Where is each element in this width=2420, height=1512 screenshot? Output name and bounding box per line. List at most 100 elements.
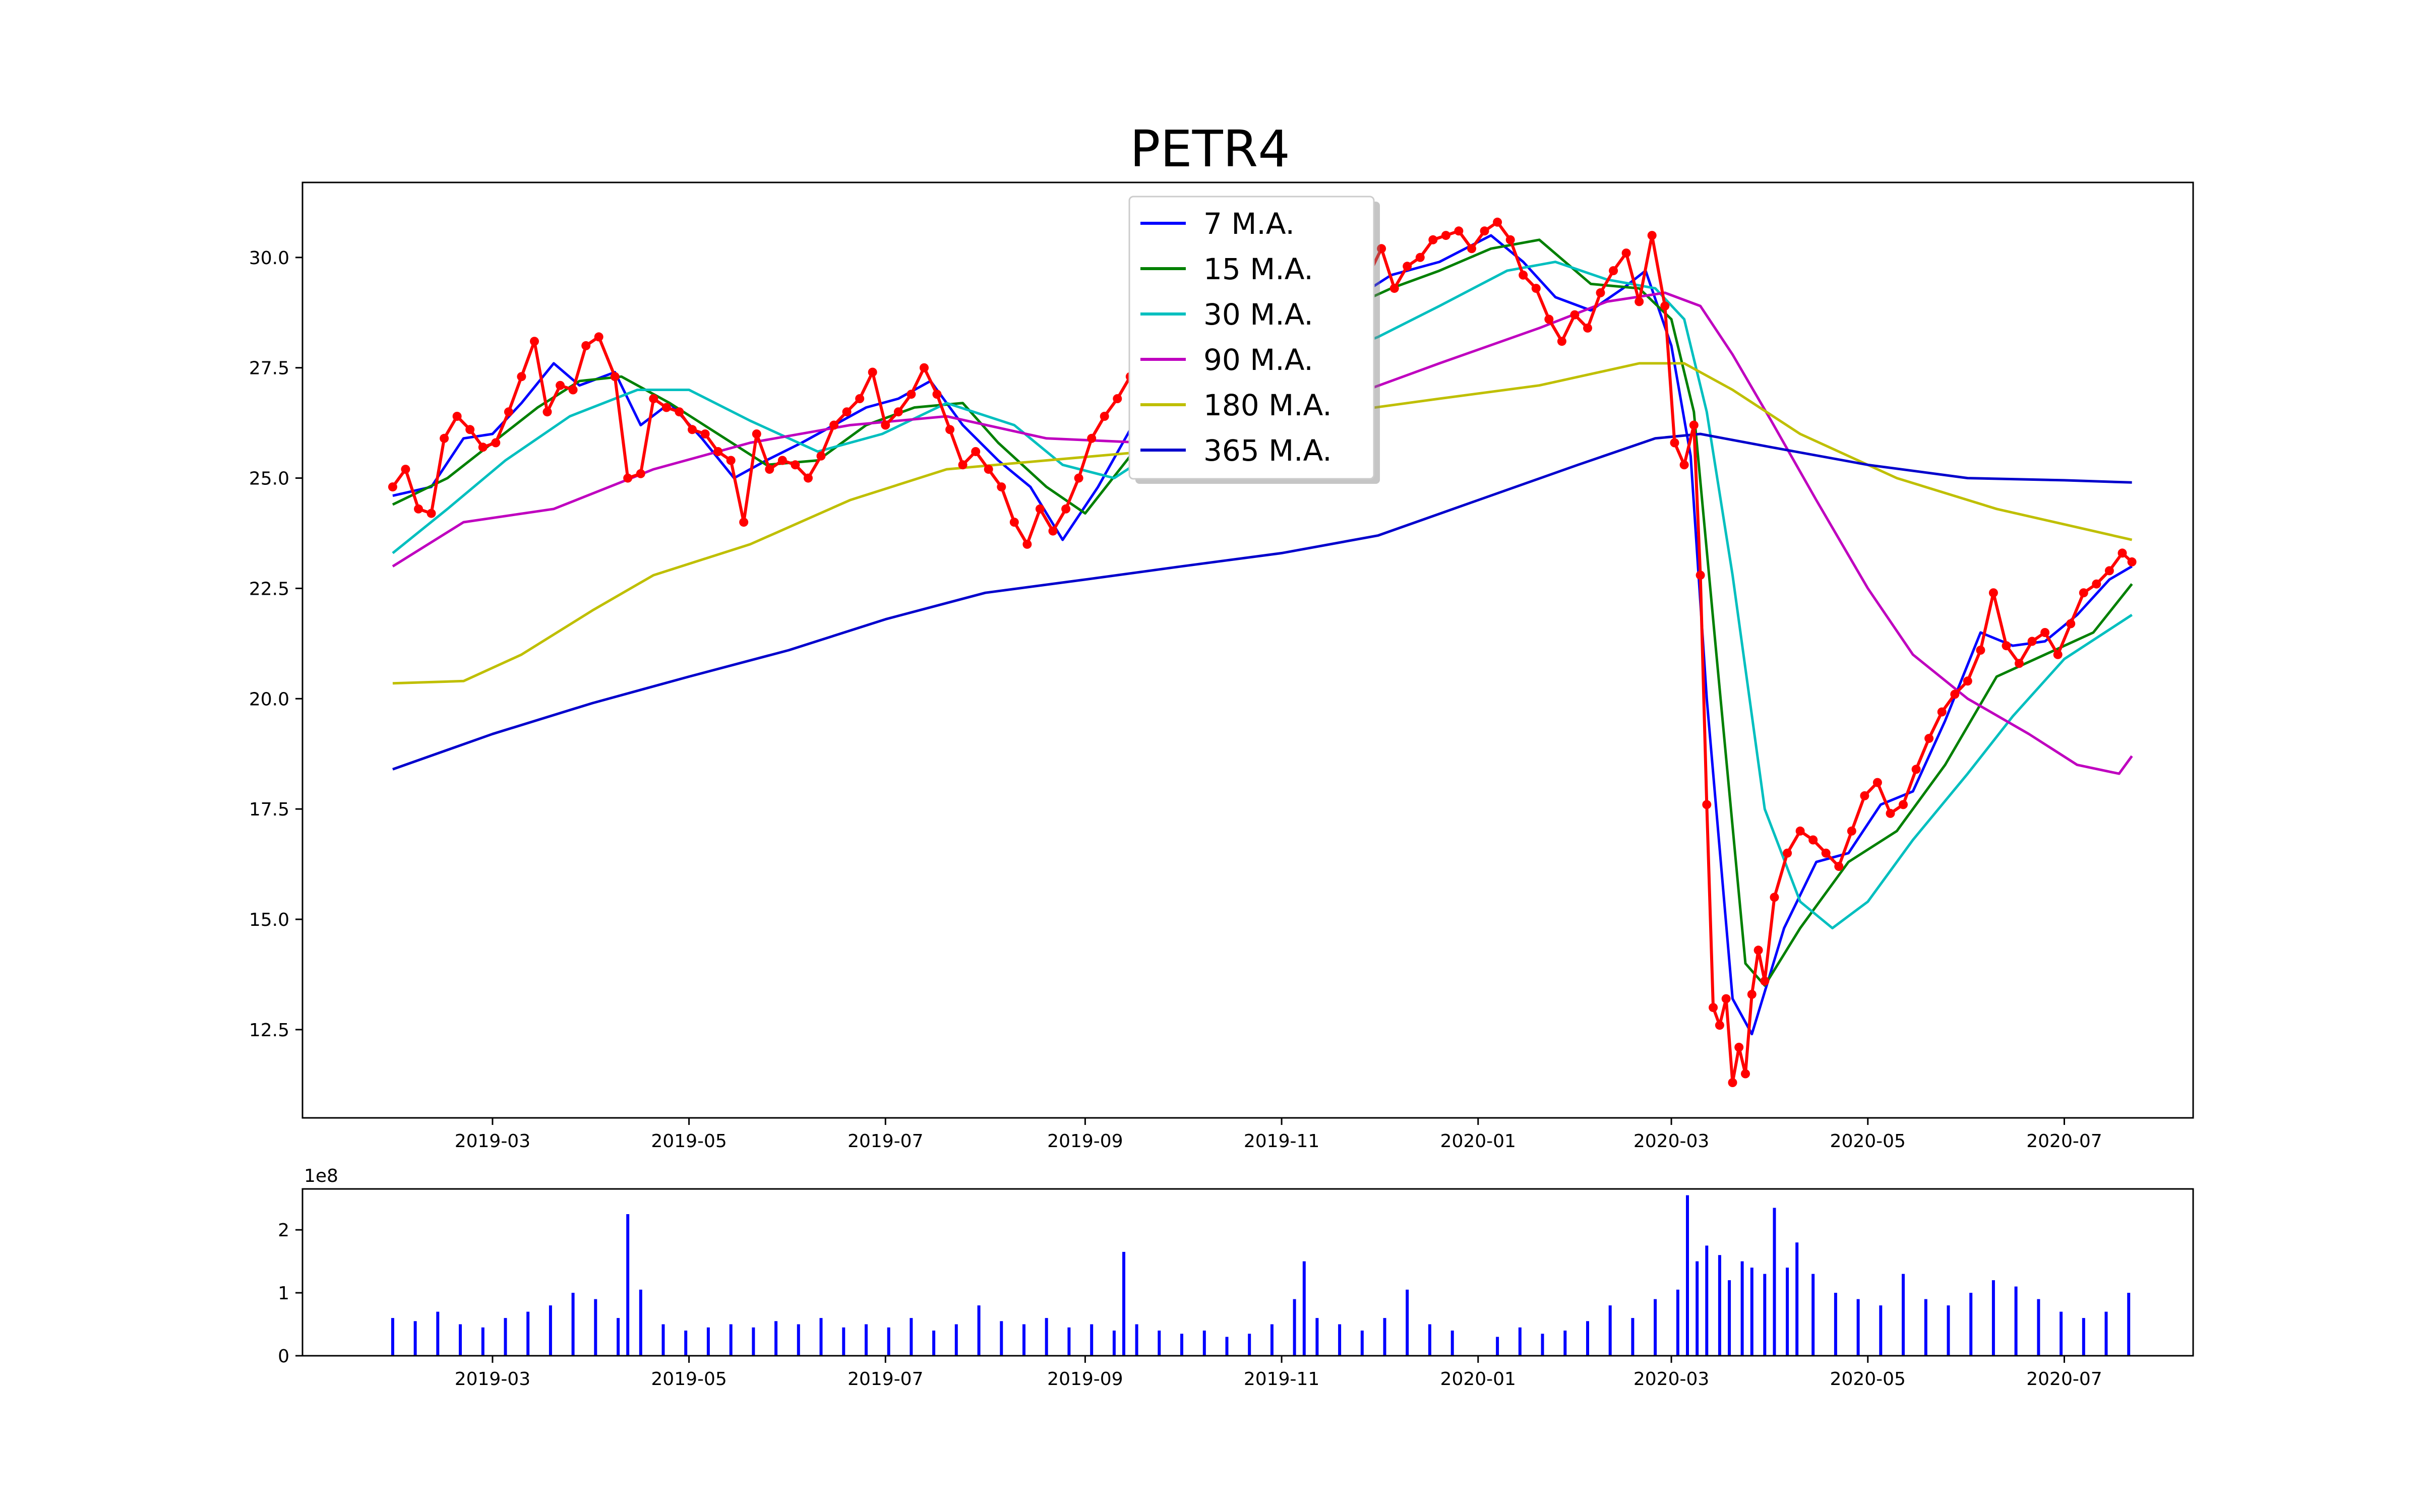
- close-point: [945, 425, 955, 434]
- close-point: [1100, 412, 1109, 421]
- volume-bar: [1518, 1327, 1522, 1356]
- close-point: [1009, 518, 1019, 527]
- close-point: [1747, 989, 1757, 999]
- close-point: [1783, 848, 1792, 858]
- close-point: [1519, 270, 1528, 280]
- price-y-tick-label: 30.0: [249, 248, 289, 269]
- volume-bar: [1122, 1251, 1125, 1356]
- close-point: [1087, 433, 1097, 443]
- volume-bar: [1879, 1305, 1883, 1356]
- close-point: [1679, 460, 1689, 470]
- volume-offset-label: 1e8: [304, 1166, 338, 1186]
- volume-bar: [391, 1318, 394, 1356]
- close-point: [1911, 765, 1921, 774]
- price-x-axis: 2019-03 2019-05 2019-07 2019-09 2019-11 2020-…: [455, 1118, 2102, 1152]
- volume-bar: [2037, 1299, 2040, 1356]
- close-point: [1976, 646, 1985, 655]
- volume-bar: [626, 1214, 630, 1356]
- close-point: [623, 473, 633, 483]
- volume-bar: [954, 1324, 958, 1356]
- close-point: [2092, 579, 2101, 589]
- volume-bar: [1450, 1331, 1454, 1356]
- close-point: [958, 460, 967, 470]
- chart-title: PETR4: [1130, 119, 1290, 178]
- legend-box: [1128, 196, 1375, 480]
- close-point: [1048, 526, 1058, 536]
- close-point: [2118, 548, 2127, 558]
- close-point: [1753, 946, 1763, 955]
- close-point: [855, 394, 865, 403]
- volume-bar: [1315, 1318, 1319, 1356]
- volume-bar: [1586, 1321, 1589, 1356]
- volume-bar: [1067, 1327, 1071, 1356]
- volume-bar: [481, 1327, 485, 1356]
- close-point: [1702, 800, 1712, 809]
- volume-bar: [1090, 1324, 1094, 1356]
- volume-bar: [1202, 1331, 1206, 1356]
- close-point: [1734, 1042, 1744, 1052]
- volume-bar: [2104, 1311, 2108, 1356]
- close-point: [984, 465, 993, 474]
- close-point: [1770, 893, 1779, 902]
- volume-bar: [1112, 1331, 1116, 1356]
- close-point: [881, 420, 890, 430]
- close-point: [1670, 438, 1679, 448]
- volume-bar: [1541, 1334, 1544, 1356]
- volume-bar: [1631, 1318, 1635, 1356]
- close-point: [997, 482, 1006, 492]
- legend-label: 180 M.A.: [1203, 388, 1332, 422]
- close-point: [868, 367, 877, 377]
- volume-bar: [706, 1327, 710, 1356]
- legend-label: 7 M.A.: [1203, 207, 1295, 241]
- close-point: [791, 460, 800, 470]
- volume-bar: [1718, 1255, 1721, 1356]
- series-line-365-m-a: [392, 432, 2132, 771]
- close-point: [401, 465, 410, 474]
- legend-label: 15 M.A.: [1203, 252, 1313, 286]
- close-point: [1963, 676, 1972, 686]
- price-x-tick-label: 2020-07: [2026, 1131, 2102, 1152]
- price-y-axis: 12.5 15.0 17.5 20.0 22.5 25.0 27.5 30.0: [249, 248, 302, 1041]
- close-point: [1834, 862, 1844, 871]
- volume-bar: [639, 1289, 642, 1356]
- volume-bar: [1786, 1268, 1789, 1356]
- close-point: [2040, 628, 2050, 637]
- volume-x-tick-label: 2020-05: [1830, 1369, 1906, 1390]
- volume-bar: [1811, 1274, 1815, 1356]
- close-point: [610, 372, 620, 382]
- close-point: [1074, 473, 1083, 483]
- close-point: [2104, 566, 2114, 576]
- volume-x-tick-label: 2020-01: [1440, 1369, 1516, 1390]
- volume-bar: [842, 1327, 845, 1356]
- close-point: [1570, 310, 1580, 320]
- volume-bar: [1158, 1331, 1161, 1356]
- close-point: [1583, 323, 1592, 333]
- volume-x-tick-label: 2019-09: [1047, 1369, 1123, 1390]
- volume-bar: [571, 1293, 575, 1356]
- close-point: [1403, 262, 1412, 271]
- close-point: [1721, 994, 1731, 1003]
- price-y-tick-label: 15.0: [249, 910, 289, 930]
- volume-bar: [661, 1324, 665, 1356]
- volume-bar: [684, 1331, 688, 1356]
- close-point: [777, 456, 787, 465]
- volume-bar: [1676, 1289, 1679, 1356]
- close-point: [1709, 1003, 1718, 1013]
- volume-bar: [1406, 1289, 1409, 1356]
- volume-bar: [1428, 1324, 1431, 1356]
- close-point: [1847, 826, 1856, 836]
- close-point: [971, 447, 981, 456]
- close-point: [893, 407, 903, 417]
- volume-bar: [977, 1305, 981, 1356]
- price-y-tick-label: 12.5: [249, 1020, 289, 1041]
- close-point: [1860, 791, 1869, 800]
- volume-x-axis: 2019-03 2019-05 2019-07 2019-09 2019-11 2020-…: [455, 1356, 2102, 1390]
- close-point: [517, 372, 526, 382]
- close-point: [932, 390, 942, 399]
- volume-bar: [1135, 1324, 1138, 1356]
- volume-bar: [1608, 1305, 1612, 1356]
- close-point: [1937, 707, 1947, 717]
- close-point: [1113, 394, 1122, 403]
- volume-x-tick-label: 2019-11: [1244, 1369, 1319, 1390]
